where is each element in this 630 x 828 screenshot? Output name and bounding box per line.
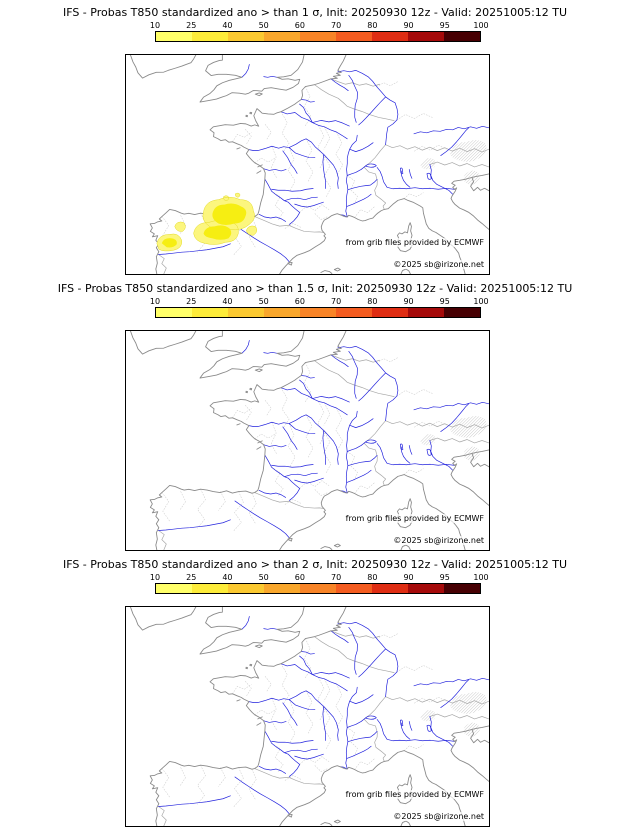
- colorbar-segment: [372, 308, 408, 317]
- colorbar-tick-label: 60: [294, 297, 305, 306]
- colorbar: 10 25 40 50 60 70 80 90 95 100: [150, 21, 489, 42]
- colorbar-tick-label: 25: [186, 21, 197, 30]
- colorbar-segment: [300, 308, 336, 317]
- colorbar-ticks: 10 25 40 50 60 70 80 90 95 100: [150, 21, 489, 31]
- panel-title: IFS - Probas T850 standardized ano > tha…: [62, 6, 568, 19]
- colorbar-segment: [264, 32, 300, 41]
- colorbar-segment: [228, 308, 264, 317]
- colorbar-segment: [228, 32, 264, 41]
- colorbar-tick-label: 25: [186, 573, 197, 582]
- colorbar-tick-label: 100: [473, 573, 489, 582]
- colorbar-tick-label: 90: [403, 297, 414, 306]
- colorbar-tick-label: 100: [473, 297, 489, 306]
- colorbar-tick-label: 80: [367, 297, 378, 306]
- colorbar-bar: [155, 583, 481, 594]
- colorbar-segment: [300, 584, 336, 593]
- colorbar-tick-label: 50: [258, 21, 269, 30]
- credit-provider: from grib files provided by ECMWF: [345, 514, 484, 523]
- map-frame: from grib files provided by ECMWF ©2025 …: [125, 606, 490, 827]
- colorbar-tick-label: 50: [258, 573, 269, 582]
- map-panel-1-5sigma: IFS - Probas T850 standardized ano > tha…: [0, 276, 630, 552]
- colorbar-segment: [264, 308, 300, 317]
- colorbar-segment: [300, 32, 336, 41]
- credit-copyright: ©2025 sb@irizone.net: [393, 812, 484, 821]
- colorbar-segment: [192, 32, 228, 41]
- colorbar-tick-label: 60: [294, 21, 305, 30]
- colorbar-segment: [228, 584, 264, 593]
- colorbar-tick-label: 40: [222, 573, 233, 582]
- colorbar-segment: [192, 308, 228, 317]
- colorbar-tick-label: 70: [331, 573, 342, 582]
- colorbar-segment: [444, 32, 480, 41]
- colorbar: 10 25 40 50 60 70 80 90 95 100: [150, 573, 489, 594]
- colorbar-segment: [156, 32, 192, 41]
- colorbar-segment: [408, 32, 444, 41]
- map-frame: from grib files provided by ECMWF ©2025 …: [125, 54, 490, 275]
- colorbar-tick-label: 25: [186, 297, 197, 306]
- colorbar-tick-label: 95: [439, 297, 450, 306]
- credit-copyright: ©2025 sb@irizone.net: [393, 260, 484, 269]
- colorbar-ticks: 10 25 40 50 60 70 80 90 95 100: [150, 297, 489, 307]
- colorbar-tick-label: 70: [331, 297, 342, 306]
- colorbar-tick-label: 100: [473, 21, 489, 30]
- colorbar-segment: [372, 32, 408, 41]
- panel-title: IFS - Probas T850 standardized ano > tha…: [62, 558, 568, 571]
- colorbar-segment: [408, 308, 444, 317]
- colorbar-tick-label: 95: [439, 573, 450, 582]
- colorbar-segment: [336, 308, 372, 317]
- colorbar-tick-label: 80: [367, 573, 378, 582]
- colorbar-segment: [408, 584, 444, 593]
- colorbar-segment: [372, 584, 408, 593]
- colorbar-tick-label: 10: [149, 573, 161, 582]
- map-panel-1sigma: IFS - Probas T850 standardized ano > tha…: [0, 0, 630, 276]
- colorbar-segment: [156, 584, 192, 593]
- colorbar-tick-label: 90: [403, 573, 414, 582]
- colorbar-tick-label: 50: [258, 297, 269, 306]
- colorbar-tick-label: 70: [331, 21, 342, 30]
- colorbar-bar: [155, 31, 481, 42]
- colorbar-tick-label: 40: [222, 297, 233, 306]
- colorbar-tick-label: 80: [367, 21, 378, 30]
- credit-provider: from grib files provided by ECMWF: [345, 238, 484, 247]
- colorbar-tick-label: 40: [222, 21, 233, 30]
- credit-provider: from grib files provided by ECMWF: [345, 790, 484, 799]
- colorbar-tick-label: 10: [149, 21, 161, 30]
- map-frame: from grib files provided by ECMWF ©2025 …: [125, 330, 490, 551]
- colorbar-segment: [264, 584, 300, 593]
- colorbar-bar: [155, 307, 481, 318]
- colorbar-tick-label: 10: [149, 297, 161, 306]
- colorbar-segment: [336, 32, 372, 41]
- colorbar-segment: [444, 584, 480, 593]
- colorbar-segment: [156, 308, 192, 317]
- colorbar-segment: [444, 308, 480, 317]
- colorbar: 10 25 40 50 60 70 80 90 95 100: [150, 297, 489, 318]
- map-panel-2sigma: IFS - Probas T850 standardized ano > tha…: [0, 552, 630, 828]
- colorbar-tick-label: 90: [403, 21, 414, 30]
- colorbar-segment: [192, 584, 228, 593]
- colorbar-ticks: 10 25 40 50 60 70 80 90 95 100: [150, 573, 489, 583]
- colorbar-tick-label: 60: [294, 573, 305, 582]
- anomaly-overlay: [156, 192, 258, 252]
- panel-title: IFS - Probas T850 standardized ano > tha…: [57, 282, 573, 295]
- colorbar-segment: [336, 584, 372, 593]
- colorbar-tick-label: 95: [439, 21, 450, 30]
- credit-copyright: ©2025 sb@irizone.net: [393, 536, 484, 545]
